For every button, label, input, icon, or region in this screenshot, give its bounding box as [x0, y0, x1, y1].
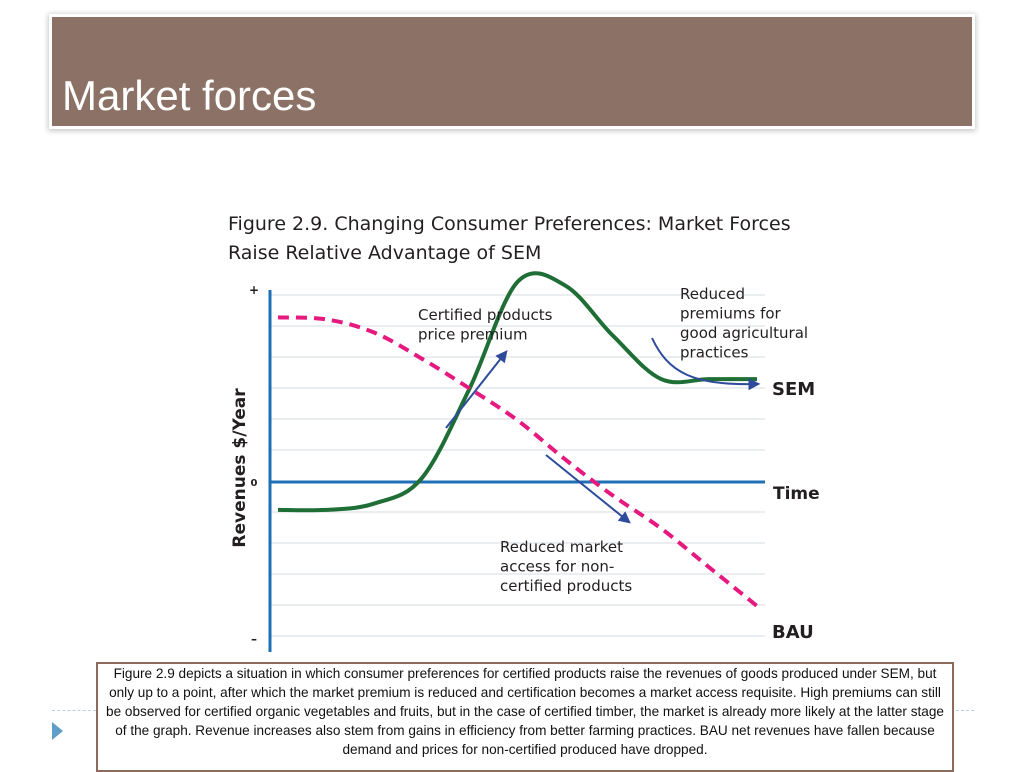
figure-caption: Figure 2.9 depicts a situation in which … — [96, 662, 954, 772]
y-axis-label: Revenues $/Year — [230, 388, 250, 548]
market-access-arrow — [545, 454, 631, 524]
y-tick-label: – — [251, 632, 257, 646]
annotation-reduced-premiums: good agricultural — [680, 324, 808, 342]
series-line-bau — [277, 315, 759, 608]
annotation-market-access: certified products — [500, 577, 632, 595]
reduced-premiums-arrow — [651, 337, 761, 391]
annotation-premium: Certified products — [418, 306, 553, 324]
annotation-reduced-premiums: premiums for — [680, 305, 782, 323]
annotation-reduced-premiums: Reduced — [680, 285, 745, 303]
slide-title: Market forces — [62, 72, 317, 119]
x-axis-label: Time — [773, 484, 820, 504]
footer-divider-left — [52, 710, 96, 711]
y-tick-label: + — [249, 283, 259, 297]
series-label-sem: SEM — [772, 379, 815, 400]
series-label-bau: BAU — [772, 622, 814, 643]
title-bar: Market forces — [52, 17, 972, 126]
bullet-arrow-icon — [52, 722, 63, 740]
series-line-sem — [277, 271, 757, 513]
annotation-market-access: Reduced market — [500, 538, 623, 556]
price-premium-arrow — [445, 350, 508, 429]
y-tick-label: 0 — [251, 478, 258, 489]
annotation-premium: price premium — [418, 326, 528, 344]
figure-title-line-1: Figure 2.9. Changing Consumer Preference… — [228, 213, 791, 235]
figure-title-line-2: Raise Relative Advantage of SEM — [228, 242, 542, 264]
annotation-market-access: access for non- — [500, 558, 614, 576]
figure-title: Figure 2.9. Changing Consumer Preference… — [228, 210, 828, 268]
annotation-reduced-premiums: practices — [680, 344, 749, 362]
footer-divider-right — [956, 710, 974, 711]
